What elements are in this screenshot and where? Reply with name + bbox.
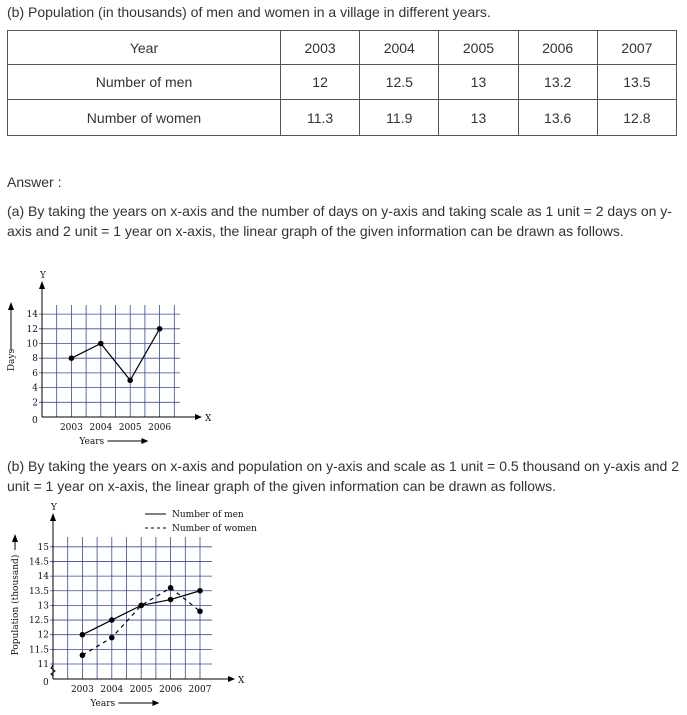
arrow-right-icon [141,438,149,444]
y-tick-label: 12.5 [29,616,49,626]
y-tick-label: 11 [38,660,49,670]
x-axis-letter: X [205,414,212,424]
data-point [109,634,115,641]
arrow-up-icon [12,534,18,542]
y-axis-letter: Y [50,503,58,513]
header-cell: Year [7,30,281,65]
cell: 12.8 [596,99,678,136]
cell: Number of men [7,64,281,100]
data-point [156,326,163,332]
answer-label: Answer : [7,174,62,190]
data-point [138,602,144,609]
cell: Number of women [7,99,281,136]
y-tick-label: 14 [27,310,39,320]
header-cell: 2004 [359,30,440,65]
cell: 13 [438,99,519,136]
y-tick-label: 13.5 [29,587,49,597]
data-point [167,596,174,603]
arrow-right-icon [152,700,160,706]
origin-label: 0 [43,678,49,688]
table-row: Number of men 12 12.5 13 13.2 13.5 [7,64,678,100]
data-point [79,652,86,659]
x-tick-label: 2003 [71,685,94,695]
paragraph-a: (a) By taking the years on x-axis and th… [7,203,672,239]
legend-label: Number of women [172,524,257,534]
y-tick-label: 4 [32,384,38,394]
x-axis-label: Years [89,699,115,709]
x-tick-label: 2007 [189,685,212,695]
y-tick-label: 8 [32,354,38,364]
heading: (b) Population (in thousands) of men and… [7,4,491,20]
cell: 13 [438,64,519,100]
y-axis-arrow-icon [50,513,56,521]
y-tick-label: 12 [27,325,38,335]
x-tick-label: 2003 [60,423,83,433]
x-axis-arrow-icon [228,676,235,682]
x-tick-label: 2006 [159,685,182,695]
table-header-row: Year 2003 2004 2005 2006 2007 [7,30,678,65]
y-tick-label: 10 [27,340,39,350]
y-tick-label: 2 [32,398,38,408]
arrow-up-icon [8,302,14,310]
origin-label: 0 [32,416,38,426]
data-point [68,355,75,362]
header-cell: 2003 [279,30,361,65]
x-tick-label: 2005 [119,423,142,433]
data-point [79,631,86,638]
data-point [98,340,104,347]
y-tick-label: 13 [38,601,50,611]
x-axis-letter: X [238,676,245,686]
data-point [197,587,203,594]
series-line [71,328,161,382]
table-row: Number of women 11.3 11.9 13 13.6 12.8 [7,99,678,136]
data-point [197,608,203,615]
y-axis-label: Population (thousand) [10,555,21,656]
axis-break-icon [50,664,56,677]
x-tick-label: 2004 [89,423,112,433]
data-point [127,377,133,384]
y-tick-label: 14.5 [29,557,49,567]
data-point [167,585,174,591]
cell: 13.2 [517,64,598,100]
y-tick-label: 12 [38,631,49,641]
y-tick-label: 11.5 [29,645,49,655]
header-cell: 2005 [438,30,519,65]
legend-label: Number of men [172,510,244,520]
x-tick-label: 2005 [130,685,153,695]
y-axis-letter: Y [39,271,47,281]
x-axis-arrow-icon [195,414,202,420]
y-axis-label: Days [7,348,17,371]
cell: 11.3 [279,99,361,136]
x-tick-label: 2006 [148,423,171,433]
y-tick-label: 14 [38,572,50,582]
data-point [109,617,115,623]
cell: 13.5 [596,64,678,100]
x-axis-label: Years [78,437,104,447]
y-tick-label: 15 [38,543,50,553]
population-table: Year 2003 2004 2005 2006 2007 Number of … [7,30,678,136]
y-axis-arrow-icon [39,281,45,289]
x-tick-label: 2004 [100,685,123,695]
cell: 11.9 [359,99,440,136]
y-tick-label: 6 [32,369,38,379]
cell: 12 [279,64,361,100]
paragraph-b: (b) By taking the years on x-axis and po… [7,458,680,494]
